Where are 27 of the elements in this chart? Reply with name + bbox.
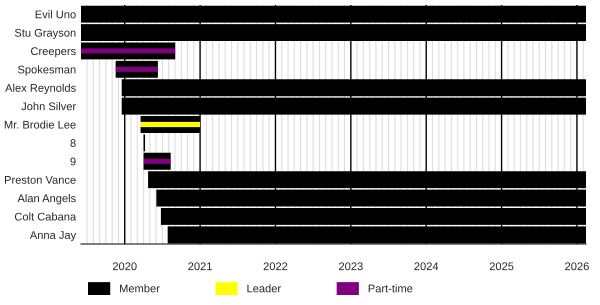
x-tick-label: 2026 xyxy=(565,262,589,270)
legend-label: Member xyxy=(120,284,160,292)
bar xyxy=(140,122,200,128)
y-tick-label: Creepers xyxy=(31,47,76,58)
y-tick-label: John Silver xyxy=(21,102,76,110)
y-tick-label: Alan Angels xyxy=(17,194,76,204)
y-tick-label: Mr. Brodie Lee xyxy=(4,120,76,129)
x-tick-label: 2021 xyxy=(188,262,212,270)
y-tick-label: 9 xyxy=(70,158,76,166)
y-tick-label: Preston Vance xyxy=(4,176,76,184)
x-tick-label: 2024 xyxy=(414,262,438,270)
y-tick-label: Colt Cabana xyxy=(14,212,76,221)
x-tick-label: 2022 xyxy=(264,262,288,270)
bar xyxy=(144,158,171,164)
y-tick-label: Spokesman xyxy=(18,65,76,76)
y-tick-label: Evil Uno xyxy=(36,10,76,18)
y-tick-label: Stu Grayson xyxy=(14,28,76,39)
y-tick-label: Alex Reynolds xyxy=(5,84,76,94)
legend-label: Leader xyxy=(247,284,281,292)
bar xyxy=(116,66,158,72)
x-tick-label: 2020 xyxy=(112,262,137,270)
x-tick-label: 2023 xyxy=(339,262,363,270)
y-tick-label: 8 xyxy=(70,139,76,148)
y-tick-label: Anna Jay xyxy=(30,231,76,242)
legend-label: Part-time xyxy=(368,284,412,292)
x-tick-label: 2025 xyxy=(490,262,514,270)
bar xyxy=(81,48,176,54)
